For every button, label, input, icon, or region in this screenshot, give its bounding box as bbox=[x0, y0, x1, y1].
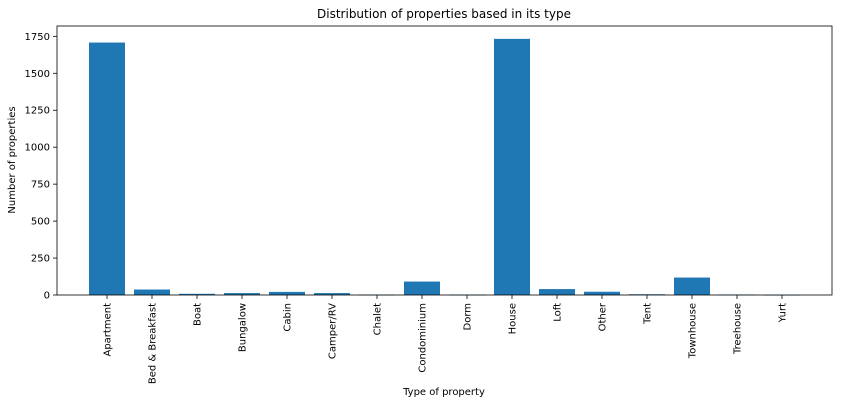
bar-loft bbox=[539, 289, 575, 295]
x-tick-label: Cabin bbox=[283, 303, 294, 332]
y-tick-label: 1500 bbox=[25, 69, 50, 80]
bar-house bbox=[494, 38, 530, 295]
x-tick-label: Other bbox=[598, 302, 609, 331]
x-tick-label: Bungalow bbox=[238, 303, 249, 352]
x-tick-label: Boat bbox=[193, 303, 204, 326]
bar-bungalow bbox=[224, 293, 260, 295]
y-tick-label: 250 bbox=[31, 254, 50, 265]
x-tick-label: Chalet bbox=[373, 303, 384, 335]
y-tick-label: 1000 bbox=[25, 143, 50, 154]
bar-condominium bbox=[404, 281, 440, 295]
y-axis: 0 250 500 750 1000 1250 1500 1750 bbox=[25, 32, 57, 302]
x-tick-label: Townhouse bbox=[688, 303, 699, 359]
y-axis-title: Number of properties bbox=[7, 106, 18, 213]
y-tick-label: 0 bbox=[44, 291, 50, 302]
x-axis: Apartment Bed & Breakfast Boat Bungalow Cabi… bbox=[103, 295, 789, 384]
y-tick-label: 750 bbox=[31, 180, 50, 191]
x-tick-label: Yurt bbox=[778, 303, 789, 323]
bar-bed-breakfast bbox=[134, 289, 170, 295]
bar-camper-rv bbox=[314, 293, 350, 295]
y-tick-label: 1250 bbox=[25, 106, 50, 117]
x-tick-label: House bbox=[508, 303, 519, 334]
x-tick-label: Dorm bbox=[463, 303, 474, 331]
x-axis-title: Type of property bbox=[402, 387, 485, 398]
x-tick-label: Loft bbox=[553, 303, 564, 322]
x-tick-label: Camper/RV bbox=[328, 303, 339, 359]
bar-boat bbox=[179, 293, 215, 295]
bars-group bbox=[89, 38, 800, 296]
x-tick-label: Bed & Breakfast bbox=[148, 303, 159, 384]
bar-apartment bbox=[89, 42, 125, 295]
plot-frame bbox=[56, 25, 833, 296]
x-tick-label: Treehouse bbox=[733, 303, 744, 355]
x-tick-label: Tent bbox=[643, 303, 654, 325]
x-tick-label: Apartment bbox=[103, 303, 114, 357]
bar-other bbox=[584, 291, 620, 295]
bar-townhouse bbox=[674, 277, 710, 295]
chart-title: Distribution of properties based in its … bbox=[317, 7, 571, 21]
x-tick-label: Condominium bbox=[418, 303, 429, 373]
y-tick-label: 1750 bbox=[25, 32, 50, 43]
bar-cabin bbox=[269, 291, 305, 295]
y-tick-label: 500 bbox=[31, 217, 50, 228]
